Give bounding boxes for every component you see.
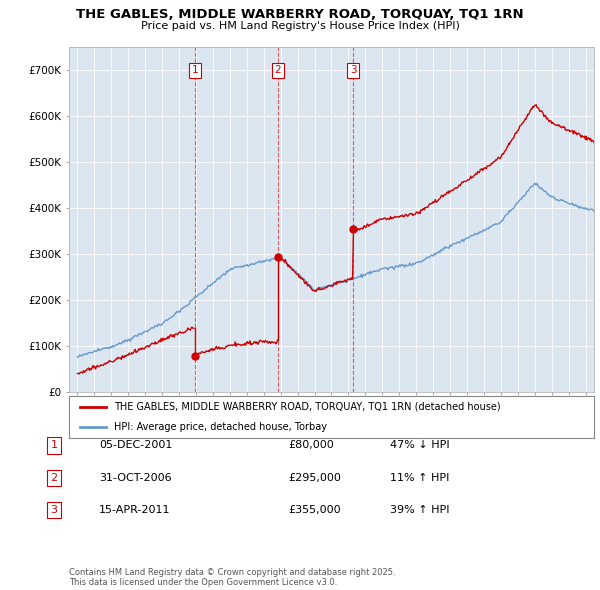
Text: THE GABLES, MIDDLE WARBERRY ROAD, TORQUAY, TQ1 1RN (detached house): THE GABLES, MIDDLE WARBERRY ROAD, TORQUA… (113, 402, 500, 412)
Text: 3: 3 (50, 506, 58, 515)
Text: 1: 1 (50, 441, 58, 450)
Text: 05-DEC-2001: 05-DEC-2001 (99, 441, 172, 450)
Text: 3: 3 (350, 65, 356, 75)
Text: 47% ↓ HPI: 47% ↓ HPI (390, 441, 449, 450)
Text: 2: 2 (50, 473, 58, 483)
Text: £355,000: £355,000 (288, 506, 341, 515)
Text: HPI: Average price, detached house, Torbay: HPI: Average price, detached house, Torb… (113, 422, 326, 432)
Text: Contains HM Land Registry data © Crown copyright and database right 2025.
This d: Contains HM Land Registry data © Crown c… (69, 568, 395, 587)
Text: 39% ↑ HPI: 39% ↑ HPI (390, 506, 449, 515)
Text: 11% ↑ HPI: 11% ↑ HPI (390, 473, 449, 483)
Text: 2: 2 (275, 65, 281, 75)
Text: £80,000: £80,000 (288, 441, 334, 450)
Text: £295,000: £295,000 (288, 473, 341, 483)
Text: 31-OCT-2006: 31-OCT-2006 (99, 473, 172, 483)
Text: 15-APR-2011: 15-APR-2011 (99, 506, 170, 515)
Text: Price paid vs. HM Land Registry's House Price Index (HPI): Price paid vs. HM Land Registry's House … (140, 21, 460, 31)
Text: 1: 1 (191, 65, 198, 75)
Text: THE GABLES, MIDDLE WARBERRY ROAD, TORQUAY, TQ1 1RN: THE GABLES, MIDDLE WARBERRY ROAD, TORQUA… (76, 8, 524, 21)
